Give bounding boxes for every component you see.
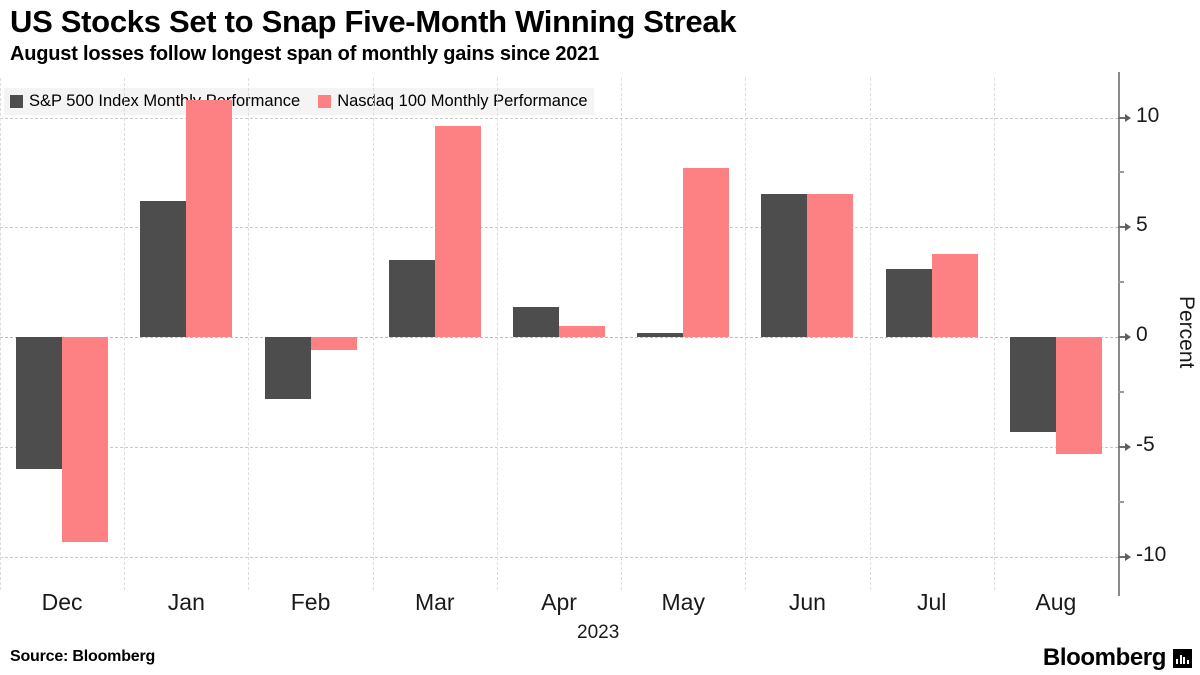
bar-dec-nasdaq[interactable] [62, 337, 109, 542]
y-tick-arrow--10 [1125, 553, 1131, 562]
legend-swatch-nasdaq [318, 95, 332, 108]
y-tick--5 [1118, 446, 1127, 449]
y-tick-label--5: -5 [1136, 433, 1155, 457]
bar-apr-nasdaq[interactable] [559, 326, 605, 338]
bar-jun-sp500[interactable] [761, 194, 808, 338]
vertical-gridline [869, 78, 871, 590]
vertical-gridline [496, 78, 498, 590]
x-tick-label-feb: Feb [290, 589, 331, 615]
vertical-gridline [248, 78, 250, 590]
y-tick-label-5: 5 [1136, 213, 1148, 237]
bar-may-sp500[interactable] [637, 332, 684, 338]
legend-item-sp500[interactable]: S&P 500 Index Monthly Performance [10, 92, 300, 111]
y-tick-arrow--5 [1125, 443, 1131, 452]
y-tick-arrow-5 [1125, 223, 1131, 232]
bar-jul-sp500[interactable] [885, 269, 932, 338]
y-tick-label-0: 0 [1136, 323, 1148, 347]
bar-aug-sp500[interactable] [1009, 337, 1056, 432]
y-tick-5 [1118, 226, 1127, 229]
y-tick-10 [1118, 116, 1127, 119]
gridline-5 [0, 227, 1118, 229]
chart-legend: S&P 500 Index Monthly Performance Nasdaq… [4, 88, 594, 115]
x-tick-label-apr: Apr [541, 589, 577, 615]
y-axis-line [1118, 72, 1120, 596]
gridline-10 [0, 117, 1118, 119]
bar-apr-sp500[interactable] [513, 306, 559, 338]
x-tick-label-jun: Jun [788, 589, 826, 615]
vertical-gridline [124, 78, 126, 590]
bar-may-nasdaq[interactable] [683, 168, 730, 338]
legend-swatch-sp500 [10, 95, 23, 108]
y-axis-title: Percent [1175, 296, 1198, 369]
page-subtitle: August losses follow longest span of mon… [10, 43, 600, 65]
bar-dec-sp500[interactable] [16, 337, 63, 470]
legend-item-nasdaq[interactable]: Nasdaq 100 Monthly Performance [318, 92, 588, 111]
bar-jul-nasdaq[interactable] [931, 253, 978, 338]
page-title: US Stocks Set to Snap Five-Month Winning… [10, 4, 737, 39]
bar-mar-sp500[interactable] [388, 260, 435, 338]
bar-feb-sp500[interactable] [264, 337, 311, 399]
y-tick--2.5 [1118, 391, 1124, 394]
gridline-0 [0, 337, 1118, 339]
x-axis-title: 2023 [577, 622, 620, 643]
bar-jun-nasdaq[interactable] [807, 194, 854, 338]
brand-logo: Bloomberg [1043, 644, 1192, 672]
bar-jan-nasdaq[interactable] [186, 99, 233, 338]
y-tick-2.5 [1118, 281, 1124, 284]
vertical-gridline [993, 78, 995, 590]
source-note: Source: Bloomberg [10, 648, 156, 665]
x-tick-label-mar: Mar [414, 589, 455, 615]
vertical-gridline [745, 78, 747, 590]
legend-label-sp500: S&P 500 Index Monthly Performance [29, 92, 301, 110]
vertical-gridline [0, 78, 1, 590]
bar-feb-nasdaq[interactable] [310, 337, 357, 351]
bloomberg-terminal-icon [1173, 648, 1192, 668]
y-tick-7.5 [1118, 171, 1124, 174]
vertical-gridline [372, 78, 374, 590]
y-tick-label--10: -10 [1136, 543, 1167, 567]
y-tick--10 [1118, 556, 1127, 559]
y-tick--7.5 [1118, 501, 1124, 504]
y-tick-label-10: 10 [1136, 103, 1160, 127]
vertical-gridline [621, 78, 623, 590]
x-tick-label-dec: Dec [41, 589, 83, 615]
plot-area [0, 78, 1119, 590]
y-tick-0 [1118, 336, 1127, 339]
x-tick-label-jan: Jan [167, 589, 205, 615]
bar-mar-nasdaq[interactable] [434, 126, 481, 338]
bar-jan-sp500[interactable] [140, 201, 187, 338]
legend-label-nasdaq: Nasdaq 100 Monthly Performance [337, 92, 588, 110]
x-tick-label-may: May [661, 589, 705, 615]
y-tick-arrow-0 [1125, 333, 1131, 342]
gridline--5 [0, 447, 1118, 449]
brand-text: Bloomberg [1042, 644, 1166, 671]
y-tick-arrow-10 [1125, 113, 1131, 122]
gridline--10 [0, 557, 1118, 559]
x-tick-label-jul: Jul [916, 589, 947, 615]
x-tick-label-aug: Aug [1035, 589, 1077, 615]
bar-aug-nasdaq[interactable] [1055, 337, 1102, 454]
